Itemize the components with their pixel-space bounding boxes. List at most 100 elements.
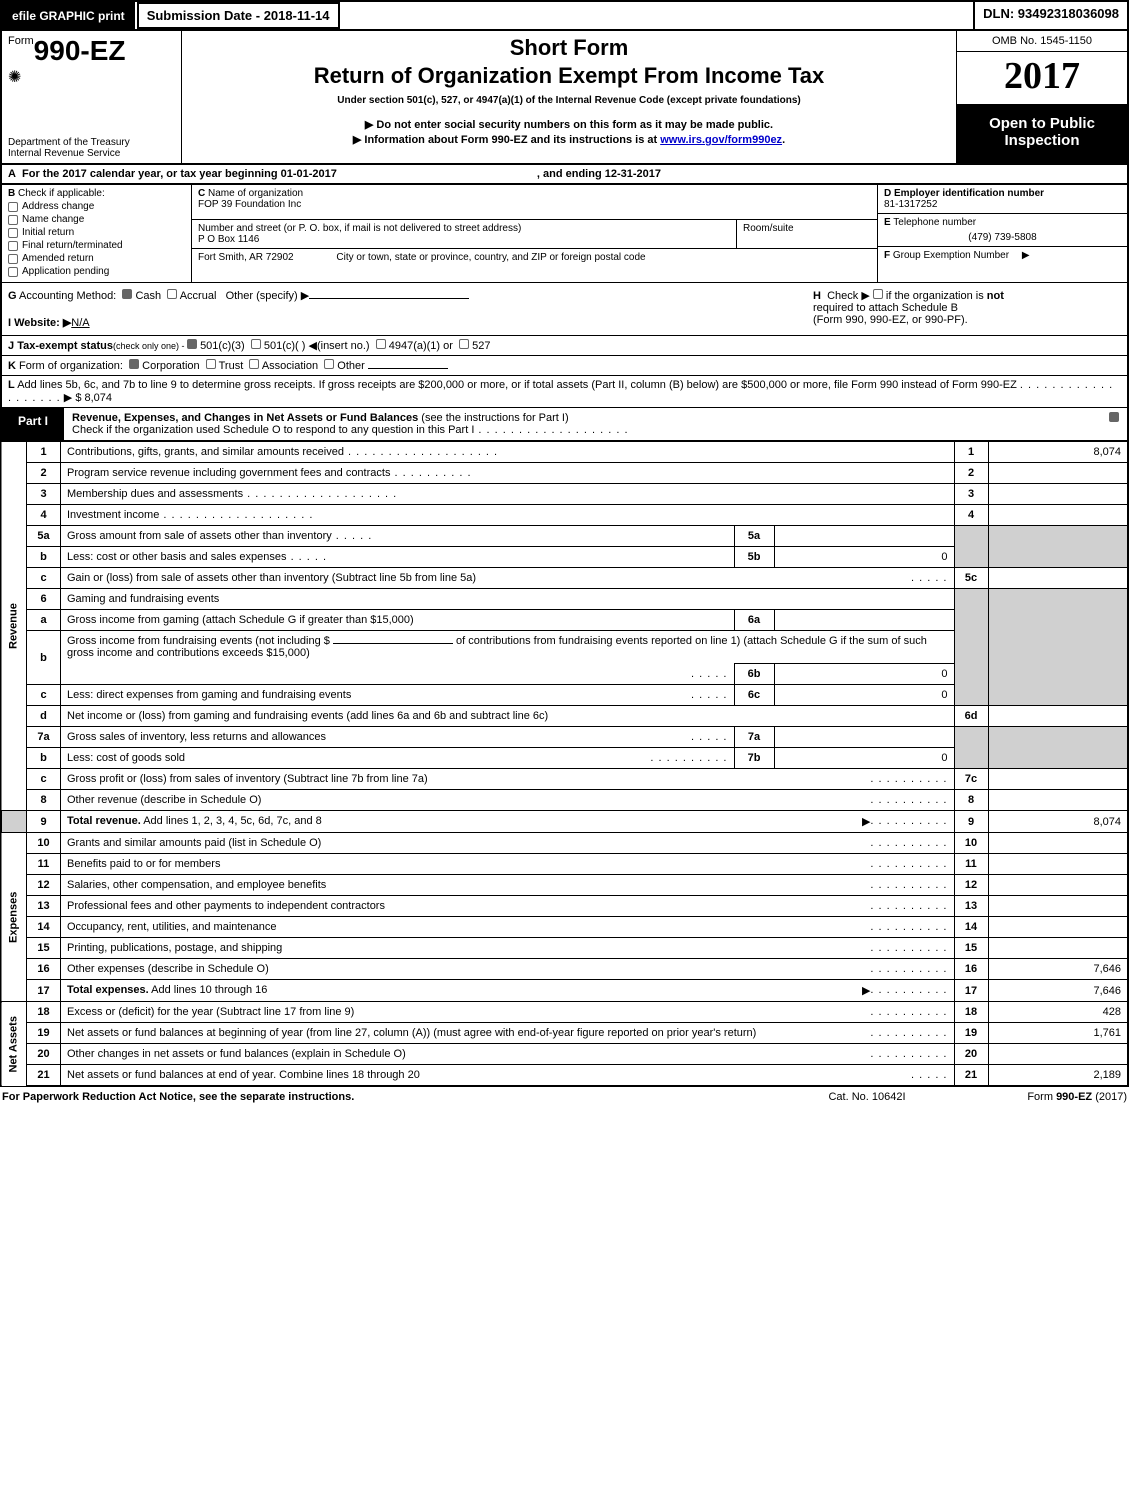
city-box: Fort Smith, AR 72902 City or town, state… — [192, 249, 877, 283]
line-a-pre: For the 2017 calendar year, or tax year … — [22, 168, 281, 180]
table-row: 17 Total expenses. Add lines 10 through … — [1, 980, 1128, 1002]
part-1-checkbox-area — [1101, 408, 1127, 440]
submission-date-box: Submission Date - 2018-11-14 — [137, 2, 340, 29]
form990ez-link[interactable]: www.irs.gov/form990ez — [660, 134, 782, 146]
other-org-input[interactable] — [368, 368, 448, 369]
line-num-r: 17 — [954, 980, 988, 1002]
box-c: C Name of organization FOP 39 Foundation… — [192, 185, 877, 282]
check-label: Amended return — [22, 253, 94, 264]
line-desc: Gross income from gaming (attach Schedul… — [61, 610, 735, 631]
sub-num: 7a — [734, 727, 774, 748]
line-i: I Website: ▶N/A — [8, 316, 801, 329]
line-desc: Other changes in net assets or fund bala… — [61, 1044, 955, 1065]
table-row: d Net income or (loss) from gaming and f… — [1, 706, 1128, 727]
fundraising-amount-input[interactable] — [333, 643, 453, 644]
line-num-r: 12 — [954, 875, 988, 896]
sub-amount: 0 — [774, 685, 954, 706]
opt-other-org: Other — [337, 360, 365, 372]
check-address-change[interactable]: Address change — [8, 201, 185, 212]
line-l: L Add lines 5b, 6c, and 7b to line 9 to … — [0, 376, 1129, 408]
line-amount: 1,761 — [988, 1023, 1128, 1044]
label-h: H — [813, 290, 821, 302]
opt-527: 527 — [472, 340, 490, 352]
box-b: B Check if applicable: Address change Na… — [2, 185, 192, 282]
opt-trust: Trust — [219, 360, 244, 372]
grey-cell — [954, 727, 988, 769]
line-desc: Gain or (loss) from sale of assets other… — [61, 568, 955, 589]
checkbox-schedule-o-icon[interactable] — [1109, 412, 1119, 422]
line-num-r: 7c — [954, 769, 988, 790]
label-a: A — [8, 168, 22, 180]
label-l: L — [8, 379, 15, 391]
line-num-r: 9 — [954, 811, 988, 833]
checkbox-h-icon[interactable] — [873, 289, 883, 299]
check-final-return[interactable]: Final return/terminated — [8, 240, 185, 251]
other-specify-input[interactable] — [309, 298, 469, 299]
h-text3: required to attach Schedule B — [813, 302, 958, 314]
check-amended-return[interactable]: Amended return — [8, 253, 185, 264]
checkbox-4947-icon[interactable] — [376, 339, 386, 349]
line-amount — [988, 769, 1128, 790]
city-value: Fort Smith, AR 72902 — [198, 252, 294, 263]
check-label: Name change — [22, 214, 84, 225]
label-i: I — [8, 317, 11, 329]
table-row: 6 Gaming and fundraising events — [1, 589, 1128, 610]
table-row: Net Assets 18 Excess or (deficit) for th… — [1, 1002, 1128, 1023]
table-row: 21 Net assets or fund balances at end of… — [1, 1065, 1128, 1087]
table-row: 19 Net assets or fund balances at beginn… — [1, 1023, 1128, 1044]
street-box: Number and street (or P. O. box, if mail… — [192, 220, 877, 249]
check-label: Address change — [22, 201, 94, 212]
checkbox-501c-icon[interactable] — [251, 339, 261, 349]
checkbox-corp-icon[interactable] — [129, 359, 139, 369]
checkbox-cash-icon[interactable] — [122, 289, 132, 299]
line-amount — [988, 790, 1128, 811]
instr1-text: Do not enter social security numbers on … — [376, 119, 773, 131]
line-num: 13 — [27, 896, 61, 917]
checkbox-assoc-icon[interactable] — [249, 359, 259, 369]
box-f: F Group Exemption Number ▶ — [878, 247, 1127, 264]
table-row: 4 Investment income 4 — [1, 505, 1128, 526]
group-exemption-heading: Group Exemption Number — [893, 250, 1009, 261]
header-middle: Short Form Return of Organization Exempt… — [182, 31, 957, 163]
top-bar: efile GRAPHIC print Submission Date - 20… — [0, 0, 1129, 29]
checkbox-501c3-icon[interactable] — [187, 339, 197, 349]
line-amount — [988, 1044, 1128, 1065]
checkbox-trust-icon[interactable] — [206, 359, 216, 369]
side-label-netassets: Net Assets — [1, 1002, 27, 1087]
j-sub: (check only one) - — [113, 341, 187, 351]
opt-other: Other (specify) ▶ — [226, 290, 310, 302]
label-e: E — [884, 217, 891, 228]
line-desc: Other revenue (describe in Schedule O) — [61, 790, 955, 811]
line-num: 8 — [27, 790, 61, 811]
checkbox-other-icon[interactable] — [324, 359, 334, 369]
line-amount — [988, 875, 1128, 896]
line-num: d — [27, 706, 61, 727]
part-1-label: Part I — [2, 408, 64, 440]
line-g: G Accounting Method: Cash Accrual Other … — [2, 283, 807, 335]
return-title: Return of Organization Exempt From Incom… — [192, 63, 946, 89]
arrow-icon — [862, 815, 870, 828]
sub-num: 5b — [734, 547, 774, 568]
under-section-text: Under section 501(c), 527, or 4947(a)(1)… — [192, 95, 946, 106]
grey-cell — [1, 811, 27, 833]
check-initial-return[interactable]: Initial return — [8, 227, 185, 238]
check-name-change[interactable]: Name change — [8, 214, 185, 225]
line-num: a — [27, 610, 61, 631]
line-desc: Grants and similar amounts paid (list in… — [61, 833, 955, 854]
footer-right: Form 990-EZ (2017) — [947, 1091, 1127, 1103]
check-application-pending[interactable]: Application pending — [8, 266, 185, 277]
row-gh: G Accounting Method: Cash Accrual Other … — [0, 283, 1129, 336]
checkbox-accrual-icon[interactable] — [167, 289, 177, 299]
line-desc: Gaming and fundraising events — [61, 589, 955, 610]
line-amount — [988, 896, 1128, 917]
line-amount — [988, 938, 1128, 959]
efile-print-button[interactable]: efile GRAPHIC print — [2, 2, 135, 29]
table-row: 9 Total revenue. Add lines 1, 2, 3, 4, 5… — [1, 811, 1128, 833]
line-num: c — [27, 685, 61, 706]
line-amount — [988, 854, 1128, 875]
city-label: City or town, state or province, country… — [336, 252, 645, 263]
table-row: 11 Benefits paid to or for members 11 — [1, 854, 1128, 875]
footer-form-year: (2017) — [1092, 1091, 1127, 1103]
opt-association: Association — [262, 360, 318, 372]
checkbox-527-icon[interactable] — [459, 339, 469, 349]
